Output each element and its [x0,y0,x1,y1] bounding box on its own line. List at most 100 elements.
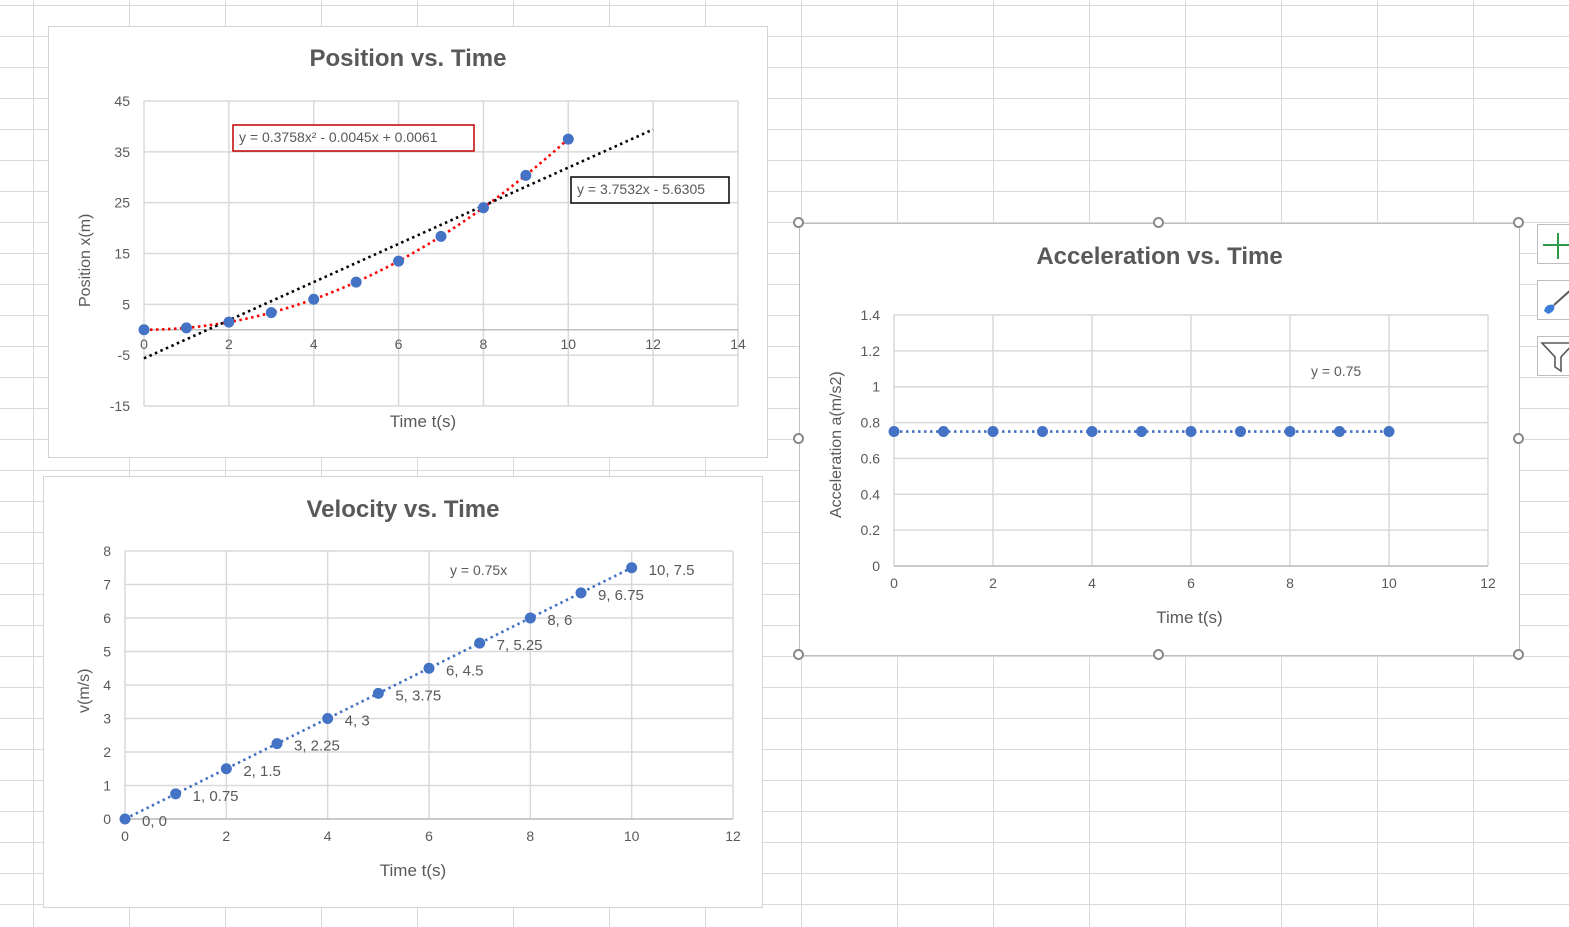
data-point [562,133,574,145]
data-label: 7, 5.25 [497,637,543,654]
data-point [520,169,532,181]
data-point [1037,426,1048,438]
y-axis-title: Position x(m) [77,213,94,307]
y-tick-label: 0.6 [861,450,881,466]
y-tick-label: 0.8 [861,415,881,431]
y-axis-title: v(m/s) [76,668,93,713]
x-tick-label: 2 [989,575,997,591]
filter-icon [1540,342,1569,373]
x-tick-label: 0 [121,828,129,844]
data-point [1334,426,1345,438]
chart-title: Position vs. Time [309,45,507,72]
data-point [170,788,182,800]
data-point [119,813,131,825]
resize-handle-top-left[interactable] [793,217,804,228]
data-label: 0, 0 [142,813,167,830]
data-label: 5, 3.75 [395,687,441,704]
x-tick-label: 0 [140,336,148,352]
y-tick-label: 0 [872,558,880,574]
resize-handle-bottom[interactable] [1153,649,1164,660]
x-tick-label: 8 [526,828,534,844]
x-axis-title: Time t(s) [389,412,457,431]
data-point [1235,426,1246,438]
data-point [271,738,283,750]
x-tick-label: 2 [222,828,230,844]
x-tick-label: 4 [1088,575,1096,591]
resize-handle-bottom-right[interactable] [1513,649,1524,660]
resize-handle-left[interactable] [793,433,804,444]
resize-handle-right[interactable] [1513,433,1524,444]
resize-handle-top-right[interactable] [1513,217,1524,228]
y-tick-label: 1 [872,379,880,395]
y-tick-label: 1.2 [861,343,881,359]
data-point [987,426,999,438]
data-point [626,562,638,574]
x-tick-label: 10 [1381,575,1397,591]
trendline-polynomial [143,137,570,332]
data-point [393,255,405,267]
chart-elements-button[interactable] [1537,224,1569,264]
x-tick-label: 4 [324,828,332,844]
chart-filters-button[interactable] [1537,336,1569,376]
y-tick-label: -5 [118,347,131,363]
y-tick-label: 35 [114,144,130,160]
data-point [1383,426,1395,438]
x-axis-title: Time t(s) [1156,608,1223,627]
plus-icon [1543,233,1569,259]
data-point [575,587,587,599]
data-label: 6, 4.5 [446,662,484,679]
data-point [350,276,362,288]
data-point [1136,426,1147,438]
data-label: 8, 6 [547,612,572,629]
x-tick-label: 14 [730,336,746,352]
y-tick-label: 4 [103,677,111,693]
chart-title: Acceleration vs. Time [1036,243,1283,270]
data-label: 3, 2.25 [294,738,340,755]
x-tick-label: 8 [480,336,488,352]
chart-styles-button[interactable] [1537,280,1569,320]
x-tick-label: 10 [560,336,576,352]
data-label: 10, 7.5 [649,562,695,579]
data-point [322,713,334,724]
equation-label-box [232,124,475,152]
y-tick-label: 25 [114,195,130,211]
y-tick-label: 5 [122,296,130,312]
resize-handle-top[interactable] [1153,217,1164,228]
trendline-equation: y = 3.7532x - 5.6305 [577,181,705,197]
y-tick-label: 0 [103,811,111,827]
y-tick-label: 7 [103,577,111,593]
data-point [938,426,949,438]
data-point [308,293,320,305]
y-tick-label: 45 [114,93,130,109]
x-tick-label: 12 [725,828,741,844]
y-tick-label: 0.4 [861,486,881,502]
data-point [138,324,150,336]
velocity-chart[interactable]: Velocity vs. Time 0 1 2 3 4 5 6 7 8 0 2 4 6 8 10 12 0, 0… [43,476,763,908]
trendline-equation: y = 0.3758x² - 0.0045x + 0.0061 [239,129,438,145]
data-point [180,322,192,334]
brush-icon [1544,290,1569,314]
x-tick-label: 2 [225,336,233,352]
y-tick-label: 15 [114,246,130,262]
trendline-equation: y = 0.75 [1311,363,1361,379]
data-point [1185,426,1197,438]
data-label: 2, 1.5 [243,763,281,780]
equation-label-box [570,176,730,204]
data-point [524,612,536,624]
y-tick-label: 1.4 [861,307,881,323]
x-tick-label: 4 [310,336,318,352]
acceleration-chart[interactable]: Acceleration vs. Time 0 0.2 0.4 0.6 0.8 1 1.2 1… [799,223,1520,656]
position-chart[interactable]: Position vs. Time -15 -5 5 15 25 35 45 0 2 4 6 8 10 1… [48,26,768,458]
resize-handle-bottom-left[interactable] [793,649,804,660]
data-point [220,763,232,775]
y-tick-label: 6 [103,610,111,626]
y-tick-label: -15 [110,398,130,414]
y-tick-label: 5 [103,644,111,660]
x-tick-label: 10 [624,828,640,844]
x-axis-title: Time t(s) [379,861,447,880]
data-point [372,687,384,699]
x-tick-label: 12 [1480,575,1496,591]
y-tick-label: 2 [103,744,111,760]
x-tick-label: 8 [1286,575,1294,591]
